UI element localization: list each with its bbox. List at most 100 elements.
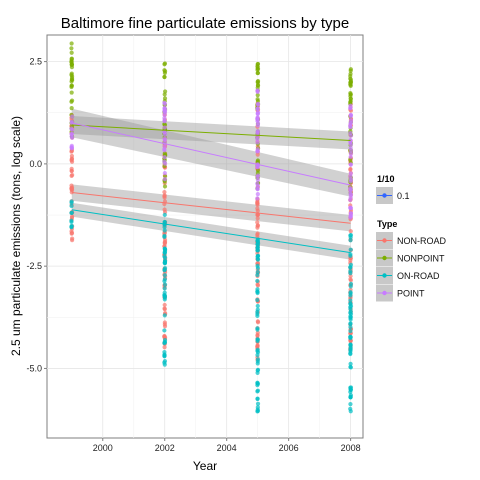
data-point xyxy=(255,149,260,154)
data-point xyxy=(255,196,260,201)
data-point xyxy=(348,281,354,286)
legend-type-key-point xyxy=(382,255,387,261)
data-point xyxy=(162,146,167,152)
data-point xyxy=(162,297,167,302)
data-point xyxy=(69,210,74,216)
data-point xyxy=(348,151,354,156)
data-point xyxy=(348,67,353,72)
data-point xyxy=(70,135,75,140)
data-point xyxy=(255,367,261,372)
data-point xyxy=(348,186,353,191)
data-point xyxy=(162,240,167,245)
trend-line-layer xyxy=(71,122,351,254)
data-point xyxy=(255,106,260,111)
data-point xyxy=(348,321,353,327)
data-point xyxy=(162,110,168,115)
data-point xyxy=(255,66,260,71)
data-point xyxy=(348,205,353,211)
data-point xyxy=(255,343,260,348)
data-point xyxy=(255,347,260,352)
data-point xyxy=(69,98,75,103)
data-point xyxy=(348,311,354,317)
data-point xyxy=(69,79,74,84)
data-point xyxy=(255,101,261,107)
data-point xyxy=(348,270,353,276)
legend-type-key-point xyxy=(382,273,387,278)
data-point xyxy=(348,365,353,370)
data-point xyxy=(255,381,261,386)
data-point xyxy=(348,334,353,340)
data-point xyxy=(162,353,167,359)
data-point xyxy=(348,211,354,216)
data-point xyxy=(162,92,167,97)
data-point xyxy=(162,273,167,278)
data-point xyxy=(162,358,168,364)
data-point xyxy=(348,351,353,357)
data-point xyxy=(255,71,260,76)
data-point xyxy=(69,153,75,159)
legend-alpha-label: 0.1 xyxy=(397,191,410,201)
data-point xyxy=(348,303,354,309)
data-point xyxy=(348,393,354,398)
legend-type-key-point xyxy=(382,290,387,296)
data-point xyxy=(162,293,167,298)
trend-line xyxy=(71,209,351,254)
tick-label-layer: 2000 2002 2004 2006 2008 -5.0 -2.5 0.0 2.5 xyxy=(26,57,360,453)
data-point xyxy=(255,115,260,120)
data-point xyxy=(348,177,354,182)
data-point xyxy=(69,218,74,223)
data-point xyxy=(348,114,353,119)
data-point xyxy=(348,166,353,172)
data-point xyxy=(348,401,353,407)
data-point xyxy=(162,100,167,105)
data-point xyxy=(69,120,74,125)
legend-type-entries: NON-ROAD NONPOINT ON-ROAD POINT xyxy=(376,232,446,302)
data-point xyxy=(162,62,167,67)
y-tick-label: -5.0 xyxy=(26,363,42,373)
data-point xyxy=(348,229,353,234)
data-point xyxy=(348,105,353,111)
x-tick-label: 2004 xyxy=(217,443,237,453)
confidence-band xyxy=(71,108,351,197)
trend-line xyxy=(71,122,351,186)
data-point xyxy=(348,293,353,298)
trend-line xyxy=(71,192,351,224)
data-point xyxy=(255,401,261,406)
data-point xyxy=(255,327,260,332)
data-point xyxy=(348,314,353,320)
data-point xyxy=(162,159,167,164)
data-point xyxy=(162,246,167,252)
data-point xyxy=(255,98,261,104)
data-point-layer xyxy=(69,41,354,414)
data-point xyxy=(255,191,260,197)
data-point xyxy=(69,71,74,76)
data-point xyxy=(348,133,354,138)
data-point xyxy=(162,137,167,142)
data-point xyxy=(162,212,167,218)
data-point xyxy=(162,255,168,260)
legend-type-label: NONPOINT xyxy=(397,254,445,264)
data-point xyxy=(162,122,167,127)
data-point xyxy=(348,145,353,151)
data-point xyxy=(255,89,260,94)
data-point xyxy=(255,396,260,401)
data-point xyxy=(255,357,261,362)
data-point xyxy=(162,362,167,367)
data-point xyxy=(255,289,260,295)
data-point xyxy=(348,82,353,87)
data-point xyxy=(348,192,354,197)
data-point xyxy=(69,168,74,173)
data-point xyxy=(162,333,167,339)
data-point xyxy=(255,137,260,142)
data-point xyxy=(162,328,167,333)
data-point xyxy=(162,261,168,266)
data-point xyxy=(255,282,260,287)
data-point xyxy=(162,307,167,312)
data-point xyxy=(162,282,168,287)
data-point xyxy=(162,339,167,345)
data-point xyxy=(162,233,167,239)
data-point xyxy=(348,277,353,282)
data-point xyxy=(348,328,353,334)
data-point xyxy=(255,319,260,324)
data-point xyxy=(69,203,74,209)
